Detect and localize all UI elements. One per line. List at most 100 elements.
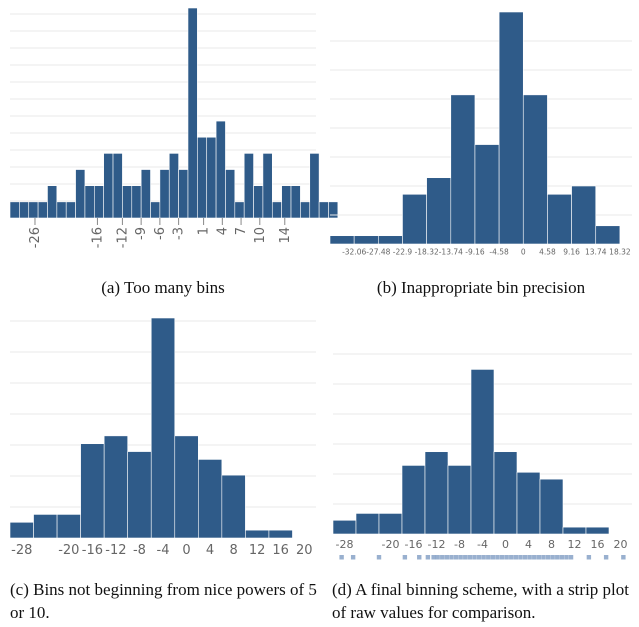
bar <box>37 201 48 219</box>
tick-label: -27.48 <box>366 248 390 257</box>
strip-point <box>435 555 440 560</box>
chart-c: -28 -20 -16 -12 -8 -4 0 4 8 12 16 20 <box>9 316 316 566</box>
strip-point <box>458 555 463 560</box>
strip-point <box>402 555 408 560</box>
bar <box>127 451 152 539</box>
bar <box>197 136 208 219</box>
bar <box>131 185 142 219</box>
tick-label: -32.06 <box>342 248 366 257</box>
bar <box>309 153 320 219</box>
tick-label: -3 <box>172 227 187 240</box>
tick-label: 0 <box>182 543 190 558</box>
tick-label: 4 <box>206 543 214 558</box>
tick-label: -18.32 <box>415 248 439 257</box>
strip-point <box>490 555 496 560</box>
tick-label: 7 <box>234 227 249 235</box>
chart-a: -26 -16 -12 -9 -6 -3 1 4 7 10 14 <box>9 6 339 270</box>
strip-point <box>339 555 344 560</box>
bar <box>174 435 199 539</box>
tick-label: -8 <box>133 543 146 558</box>
bar <box>225 169 236 219</box>
bar <box>281 185 292 219</box>
bar <box>19 201 30 219</box>
bar <box>539 478 564 535</box>
tick-label: -9.16 <box>465 248 485 257</box>
tick-label: -6 <box>153 227 168 240</box>
tick-label: -8 <box>454 538 465 551</box>
strip-point <box>550 555 555 560</box>
tick-label: -12 <box>115 227 130 248</box>
strip-point <box>555 555 560 560</box>
bar <box>112 153 123 219</box>
strip-point <box>499 555 505 560</box>
tick-label: 16 <box>591 538 605 551</box>
strip-point <box>522 555 528 560</box>
strip-point <box>586 555 592 560</box>
strip-point <box>564 555 569 560</box>
tick-label: 20 <box>296 543 313 558</box>
bar <box>206 136 217 219</box>
bar <box>215 120 226 219</box>
bar <box>140 169 151 219</box>
strip-point <box>350 555 356 560</box>
tick-label: 20 <box>614 538 628 551</box>
bar <box>378 235 403 245</box>
bar <box>516 471 541 535</box>
caption-d: (d) A final binning scheme, with a strip… <box>332 580 629 622</box>
bar <box>571 185 597 245</box>
tick-label: 1 <box>197 227 212 235</box>
tick-label: 10 <box>253 227 268 244</box>
strip-point <box>425 555 431 560</box>
bar <box>150 201 161 219</box>
strip-point <box>621 555 626 560</box>
tick-label: -22.9 <box>393 248 413 257</box>
tick-label: -16 <box>90 227 105 248</box>
tick-label: -26 <box>28 227 43 248</box>
histogram-b: -32.06 -27.48 -22.9 -18.32 -13.74 -9.16 -4.58 0… <box>329 11 632 257</box>
bar <box>522 94 548 245</box>
strip-point <box>486 555 491 560</box>
bar <box>329 235 355 245</box>
tick-label: 13.74 <box>585 248 607 257</box>
bar <box>56 514 81 539</box>
bar <box>547 193 572 245</box>
tick-label: -4 <box>477 538 488 551</box>
bar <box>562 526 587 535</box>
bar <box>243 153 254 219</box>
tick-label: 4 <box>215 227 230 235</box>
tick-label: -28 <box>336 538 354 551</box>
bar <box>450 94 476 245</box>
bar <box>353 235 379 245</box>
bar <box>318 201 329 219</box>
bar <box>198 459 223 539</box>
bar <box>234 201 245 219</box>
strip-point <box>376 555 382 560</box>
bar <box>585 526 610 535</box>
strip-point <box>453 555 459 560</box>
bar <box>447 465 472 535</box>
strip-point <box>545 555 551 560</box>
histogram-c: -28 -20 -16 -12 -8 -4 0 4 8 12 16 20 <box>9 317 316 558</box>
strip-point <box>559 555 565 560</box>
caption-a: (a) Too many bins <box>101 278 225 297</box>
bar <box>187 7 198 219</box>
bar <box>103 153 114 219</box>
bar <box>268 529 293 539</box>
strip-point <box>495 555 500 560</box>
bar <box>159 169 170 219</box>
bar <box>33 514 58 539</box>
bar <box>221 474 246 539</box>
tick-label: 8 <box>229 543 237 558</box>
tick-label: 0 <box>502 538 509 551</box>
bar <box>178 169 189 219</box>
bar <box>290 185 301 219</box>
strip-point <box>449 555 454 560</box>
strip-point <box>509 555 514 560</box>
strip-point <box>463 555 468 560</box>
chart-b: -32.06 -27.48 -22.9 -18.32 -13.74 -9.16 -4.58 0… <box>329 6 632 270</box>
tick-label: 12 <box>249 543 266 558</box>
tick-label: 16 <box>272 543 289 558</box>
strip-point <box>536 555 542 560</box>
bar <box>378 513 403 535</box>
strip-point <box>476 555 482 560</box>
